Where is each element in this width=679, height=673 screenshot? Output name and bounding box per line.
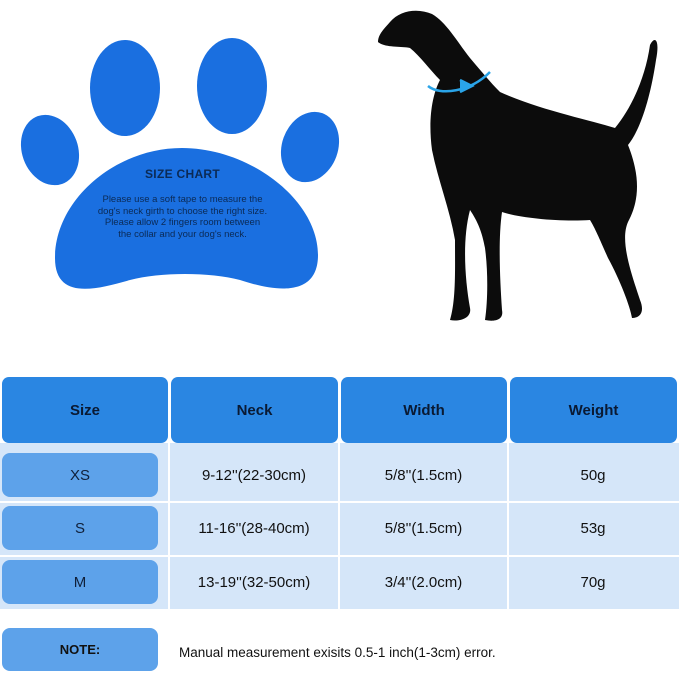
instruction-line: dog's neck girth to choose the right siz… bbox=[97, 205, 268, 217]
header-size: Size bbox=[2, 377, 168, 443]
row-weight: 70g bbox=[580, 573, 606, 591]
row-width: 5/8''(1.5cm) bbox=[384, 519, 463, 537]
row-width: 5/8''(1.5cm) bbox=[384, 466, 463, 484]
size-chart-instructions: Please use a soft tape to measure the do… bbox=[60, 194, 305, 240]
paw-icon bbox=[20, 38, 340, 289]
divider bbox=[0, 555, 679, 557]
divider bbox=[168, 443, 170, 609]
dog-icon bbox=[378, 10, 658, 321]
row-neck: 13-19''(32-50cm) bbox=[197, 573, 311, 591]
size-chart-title: SIZE CHART bbox=[145, 167, 220, 181]
row-size-m: M bbox=[2, 560, 158, 604]
header-width: Width bbox=[341, 377, 507, 443]
instruction-line: the collar and your dog's neck. bbox=[118, 228, 247, 240]
note-label: NOTE: bbox=[2, 628, 158, 671]
divider bbox=[507, 443, 509, 609]
illustration bbox=[20, 10, 658, 321]
row-weight: 53g bbox=[580, 519, 606, 537]
row-width: 3/4''(2.0cm) bbox=[384, 573, 463, 591]
row-weight: 50g bbox=[580, 466, 606, 484]
divider bbox=[338, 443, 340, 609]
header-weight: Weight bbox=[510, 377, 677, 443]
instruction-line: Please allow 2 fingers room between bbox=[104, 217, 261, 228]
row-size-s: S bbox=[2, 506, 158, 550]
collar-measure-icon bbox=[427, 71, 491, 94]
divider bbox=[0, 501, 679, 503]
row-neck: 11-16''(28-40cm) bbox=[198, 519, 310, 537]
instruction-line: Please use a soft tape to measure the bbox=[102, 194, 263, 205]
header-neck: Neck bbox=[171, 377, 338, 443]
row-neck: 9-12''(22-30cm) bbox=[201, 466, 307, 484]
row-size-xs: XS bbox=[2, 453, 158, 497]
note-text: Manual measurement exisits 0.5-1 inch(1-… bbox=[179, 645, 496, 660]
